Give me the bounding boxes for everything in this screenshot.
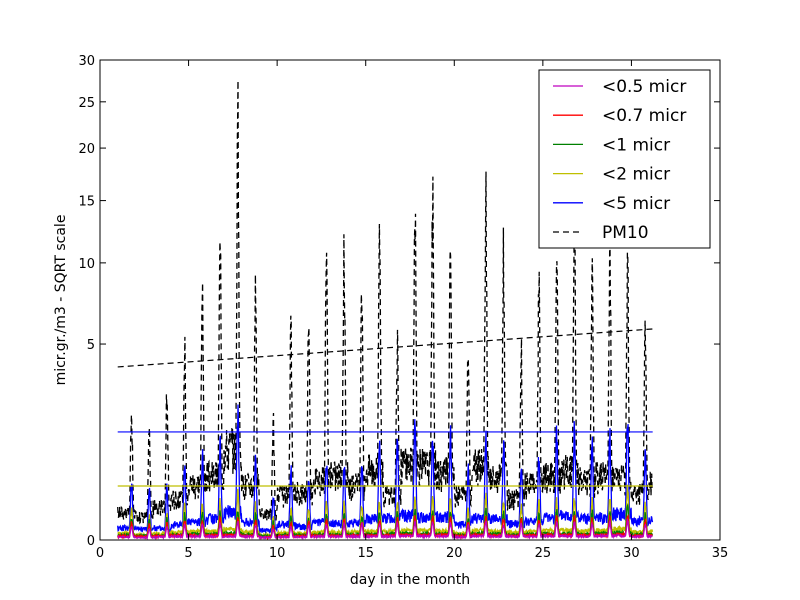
legend-label: <1 micr (602, 135, 670, 155)
y-tick-label: 0 (87, 534, 95, 549)
x-tick-label: 10 (269, 546, 286, 561)
y-tick-label: 20 (78, 142, 95, 157)
y-tick-label: 30 (78, 54, 95, 69)
x-tick-label: 25 (535, 546, 552, 561)
y-tick-label: 25 (78, 96, 95, 111)
series-line-lt2 (117, 484, 654, 539)
x-tick-label: 15 (357, 546, 374, 561)
y-tick-label: 10 (78, 257, 95, 272)
plot-frame (99, 59, 721, 541)
legend-label: PM10 (602, 223, 649, 243)
chart-reference-lines (117, 328, 653, 487)
legend-label: <2 micr (602, 165, 670, 185)
legend-box (538, 69, 711, 249)
y-axis-label: micr.gr./m3 - SQRT scale (53, 215, 69, 386)
legend-label: <5 micr (602, 194, 670, 214)
x-tick-label: 20 (446, 546, 463, 561)
x-axis-label: day in the month (350, 572, 470, 588)
x-tick-label: 5 (184, 546, 192, 561)
series-line-lt05 (117, 518, 653, 541)
legend-label: <0.5 micr (602, 77, 686, 97)
legend: <0.5 micr <0.7 micr <1 micr <2 micr <5 micr P… (538, 69, 711, 249)
y-tick-label: 5 (87, 338, 95, 353)
y-tick-label: 15 (78, 195, 95, 210)
series-line-PM10 (117, 80, 654, 525)
series-line-lt5 (117, 404, 654, 535)
reference-line (117, 328, 653, 368)
x-axis-ticks: 0 5 10 15 20 25 30 35 (96, 60, 728, 561)
y-axis-ticks: 0 5 10 15 20 25 30 (78, 54, 720, 549)
x-tick-label: 0 (96, 546, 104, 561)
chart-traces (117, 80, 654, 541)
x-tick-label: 35 (712, 546, 729, 561)
legend-label: <0.7 micr (602, 106, 686, 126)
x-tick-label: 30 (623, 546, 640, 561)
